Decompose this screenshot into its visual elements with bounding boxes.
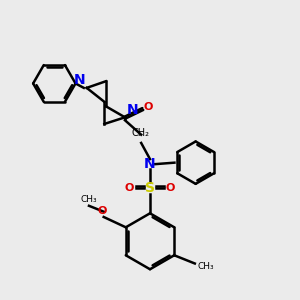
Text: O: O [125,183,134,193]
Text: S: S [145,181,155,195]
Text: CH₃: CH₃ [198,262,214,271]
Text: N: N [74,73,85,87]
Text: O: O [98,206,107,216]
Text: N: N [126,103,138,117]
Text: CH₂: CH₂ [132,128,150,138]
Text: O: O [166,183,175,193]
Text: CH₃: CH₃ [80,195,97,204]
Text: O: O [144,102,153,112]
Text: N: N [144,157,156,171]
